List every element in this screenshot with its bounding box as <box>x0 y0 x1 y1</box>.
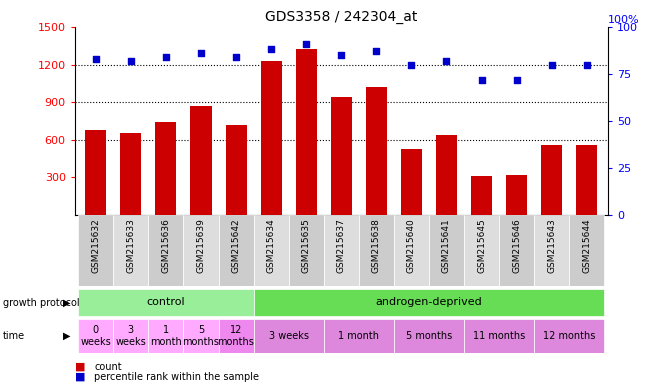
Text: 12 months: 12 months <box>543 331 595 341</box>
Text: count: count <box>94 362 122 372</box>
Bar <box>576 146 597 215</box>
Text: ■: ■ <box>75 362 85 372</box>
Text: GSM215646: GSM215646 <box>512 218 521 273</box>
Text: GSM215638: GSM215638 <box>372 218 381 273</box>
Bar <box>331 97 352 215</box>
Text: 0
weeks: 0 weeks <box>81 325 111 347</box>
Text: GSM215636: GSM215636 <box>161 218 170 273</box>
Point <box>231 54 241 60</box>
Point <box>547 61 557 68</box>
Bar <box>359 215 394 286</box>
Text: GSM215641: GSM215641 <box>442 218 451 273</box>
Bar <box>85 130 107 215</box>
Text: 1
month: 1 month <box>150 325 182 347</box>
Bar <box>401 149 422 215</box>
Bar <box>506 175 527 215</box>
Text: 5 months: 5 months <box>406 331 452 341</box>
Point <box>161 54 171 60</box>
Text: GSM215644: GSM215644 <box>582 218 592 273</box>
Bar <box>464 215 499 286</box>
Bar <box>78 289 254 316</box>
Bar <box>324 319 394 353</box>
Text: GSM215637: GSM215637 <box>337 218 346 273</box>
Text: 11 months: 11 months <box>473 331 525 341</box>
Text: 3 weeks: 3 weeks <box>268 331 309 341</box>
Bar <box>183 319 218 353</box>
Title: GDS3358 / 242304_at: GDS3358 / 242304_at <box>265 10 417 25</box>
Text: GSM215634: GSM215634 <box>266 218 276 273</box>
Bar <box>499 215 534 286</box>
Text: GSM215640: GSM215640 <box>407 218 416 273</box>
Text: GSM215642: GSM215642 <box>231 218 240 273</box>
Bar <box>254 215 289 286</box>
Point <box>441 58 452 64</box>
Text: ■: ■ <box>75 372 85 382</box>
Point <box>301 41 311 47</box>
Point <box>196 50 206 56</box>
Text: GSM215635: GSM215635 <box>302 218 311 273</box>
Point <box>336 52 346 58</box>
Bar <box>113 215 148 286</box>
Bar <box>541 145 562 215</box>
Text: 3
weeks: 3 weeks <box>116 325 146 347</box>
Point <box>476 76 487 83</box>
Text: growth protocol: growth protocol <box>3 298 80 308</box>
Text: time: time <box>3 331 25 341</box>
Text: 5
months: 5 months <box>183 325 220 347</box>
Bar <box>183 215 218 286</box>
Text: 12
months: 12 months <box>218 325 255 347</box>
Bar <box>261 61 281 215</box>
Bar <box>113 319 148 353</box>
Text: 100%: 100% <box>608 15 640 25</box>
Text: GSM215645: GSM215645 <box>477 218 486 273</box>
Text: GSM215643: GSM215643 <box>547 218 556 273</box>
Bar <box>218 215 254 286</box>
Bar <box>148 215 183 286</box>
Bar <box>296 50 317 215</box>
Point <box>512 76 522 83</box>
Bar <box>289 215 324 286</box>
Text: GSM215639: GSM215639 <box>196 218 205 273</box>
Bar <box>155 122 176 215</box>
Text: ▶: ▶ <box>62 298 70 308</box>
Bar <box>324 215 359 286</box>
Point <box>406 61 417 68</box>
Bar <box>534 319 604 353</box>
Point <box>371 48 382 55</box>
Bar <box>394 319 464 353</box>
Bar <box>254 289 604 316</box>
Point <box>582 61 592 68</box>
Bar <box>534 215 569 286</box>
Bar <box>78 215 113 286</box>
Bar <box>148 319 183 353</box>
Text: ▶: ▶ <box>62 331 70 341</box>
Text: GSM215633: GSM215633 <box>126 218 135 273</box>
Bar <box>226 125 246 215</box>
Bar <box>464 319 534 353</box>
Point <box>266 46 276 53</box>
Text: percentile rank within the sample: percentile rank within the sample <box>94 372 259 382</box>
Point <box>125 58 136 64</box>
Bar <box>78 319 113 353</box>
Text: 1 month: 1 month <box>338 331 380 341</box>
Bar <box>366 87 387 215</box>
Text: GSM215632: GSM215632 <box>91 218 100 273</box>
Bar <box>218 319 254 353</box>
Bar <box>120 133 141 215</box>
Bar <box>569 215 604 286</box>
Bar <box>254 319 324 353</box>
Bar <box>429 215 464 286</box>
Bar <box>394 215 429 286</box>
Point <box>90 56 101 62</box>
Bar <box>190 106 211 215</box>
Bar <box>471 176 492 215</box>
Text: control: control <box>147 297 185 308</box>
Text: androgen-deprived: androgen-deprived <box>376 297 482 308</box>
Bar <box>436 135 457 215</box>
